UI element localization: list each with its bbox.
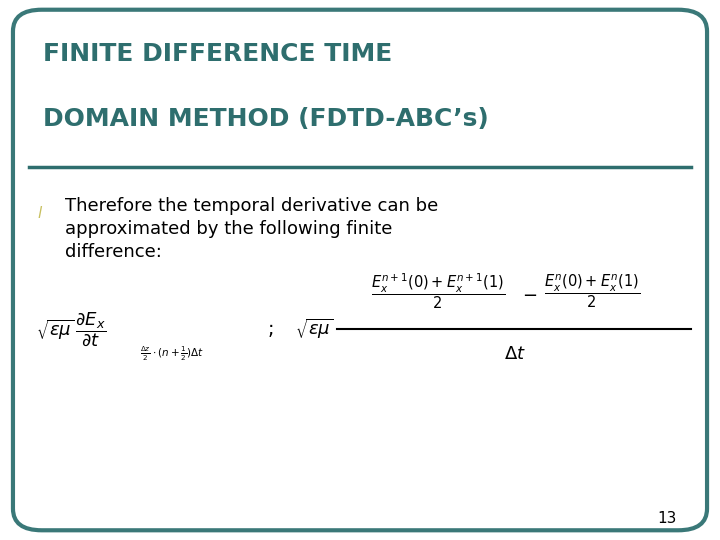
Text: l: l [37,206,42,221]
Text: $\sqrt{\varepsilon\mu}\,\dfrac{\partial E_x}{\partial t}$: $\sqrt{\varepsilon\mu}\,\dfrac{\partial … [36,310,107,348]
Text: DOMAIN METHOD (FDTD-ABC’s): DOMAIN METHOD (FDTD-ABC’s) [43,107,489,131]
Text: FINITE DIFFERENCE TIME: FINITE DIFFERENCE TIME [43,42,392,66]
Text: $\sqrt{\varepsilon\mu}$: $\sqrt{\varepsilon\mu}$ [295,318,334,341]
Text: approximated by the following finite: approximated by the following finite [65,220,392,239]
Text: $\frac{\Delta z}{2}\cdot(n+\frac{1}{2})\Delta t$: $\frac{\Delta z}{2}\cdot(n+\frac{1}{2})\… [140,345,204,363]
Text: $\dfrac{E_x^{n+1}(0)+E_x^{n+1}(1)}{2}$: $\dfrac{E_x^{n+1}(0)+E_x^{n+1}(1)}{2}$ [371,272,505,312]
Text: Therefore the temporal derivative can be: Therefore the temporal derivative can be [65,197,438,215]
Text: $-$: $-$ [521,285,537,303]
Text: $\Delta t$: $\Delta t$ [504,345,526,363]
Text: $\dfrac{E_x^{n}(0)+E_x^{n}(1)}{2}$: $\dfrac{E_x^{n}(0)+E_x^{n}(1)}{2}$ [544,273,639,310]
Text: $;$: $;$ [267,320,273,339]
Text: difference:: difference: [65,243,162,261]
FancyBboxPatch shape [13,10,707,530]
Text: 13: 13 [657,511,677,526]
